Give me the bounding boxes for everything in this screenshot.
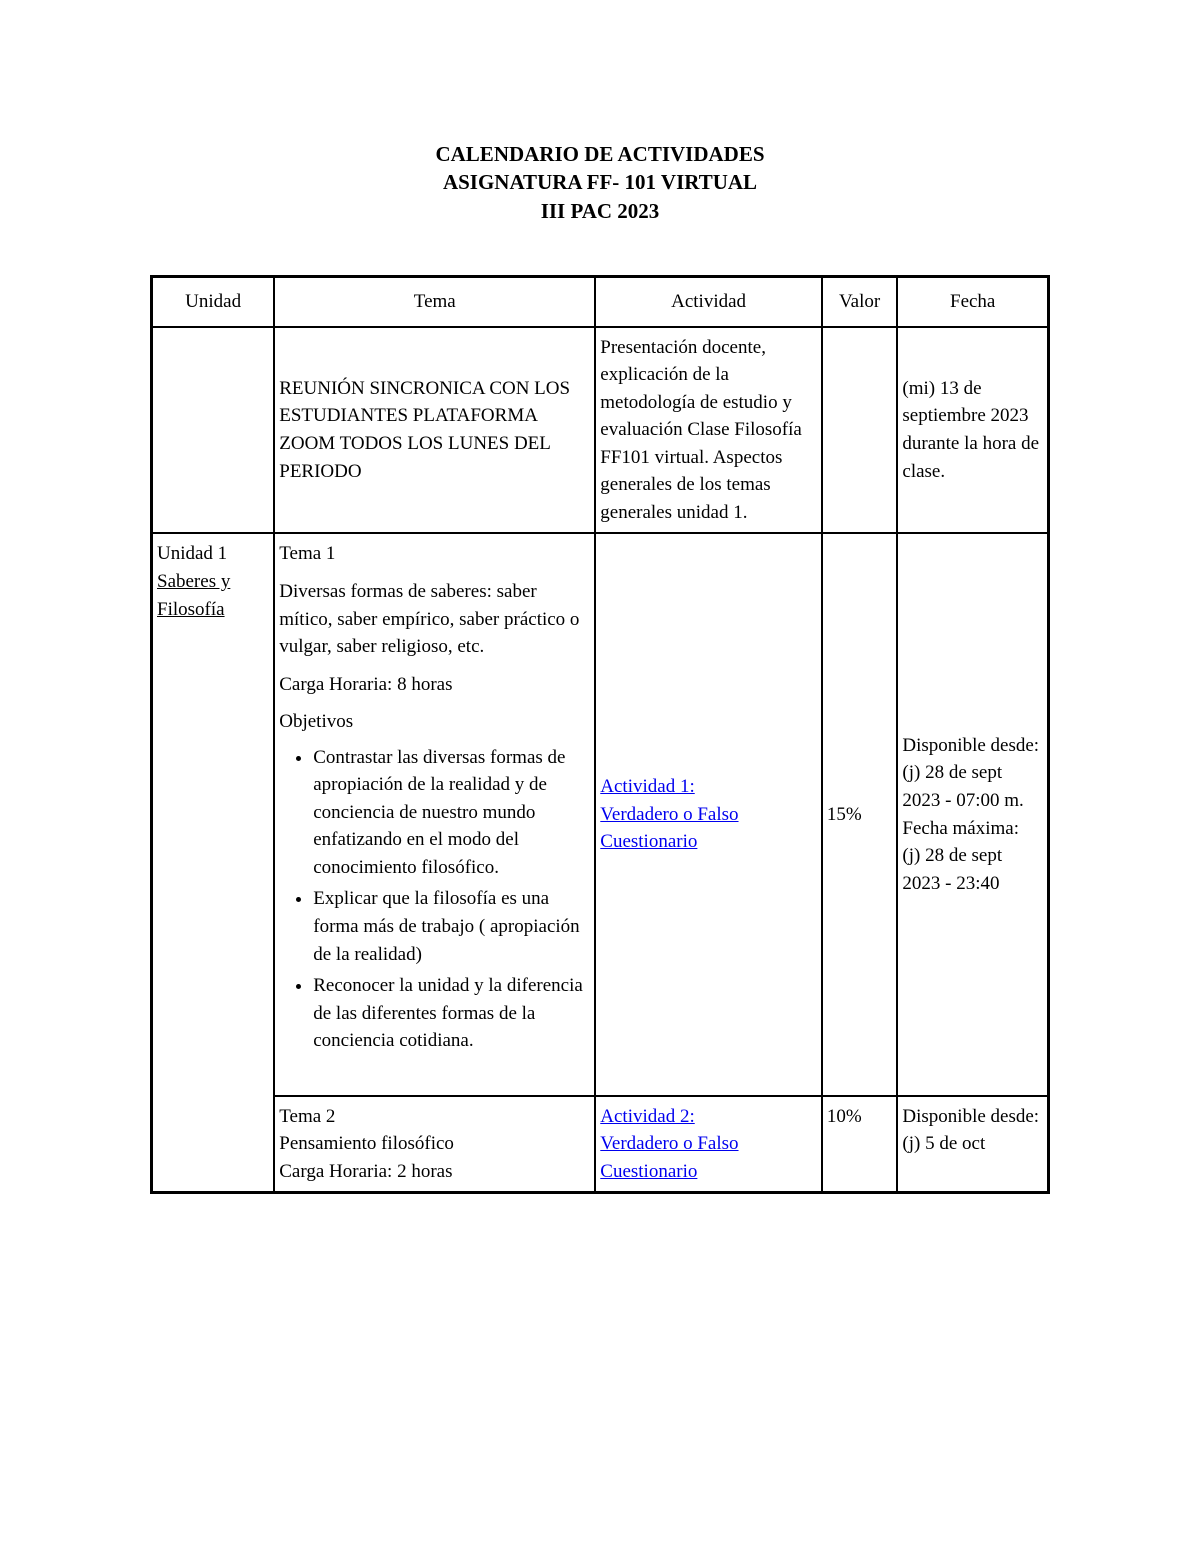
activity-link-line: Cuestionario (600, 831, 697, 852)
cell-valor: 15% (822, 533, 898, 1095)
objetivos-list: Contrastar las diversas formas de apropi… (279, 744, 590, 1055)
col-header-valor: Valor (822, 277, 898, 327)
table-header-row: Unidad Tema Actividad Valor Fecha (152, 277, 1049, 327)
col-header-actividad: Actividad (595, 277, 822, 327)
header-line-2: ASIGNATURA FF- 101 VIRTUAL (150, 168, 1050, 196)
cell-unidad (152, 327, 275, 534)
cell-actividad: Actividad 2: Verdadero o Falso Cuestiona… (595, 1096, 822, 1193)
activity-link-line: Verdadero o Falso (600, 1133, 738, 1154)
unidad-number: Unidad 1 (157, 543, 227, 564)
list-item: Explicar que la filosofía es una forma m… (313, 885, 590, 968)
tema-desc: Pensamiento filosófico (279, 1130, 590, 1158)
activity-link-line: Cuestionario (600, 1161, 697, 1182)
cell-valor: 10% (822, 1096, 898, 1193)
cell-actividad: Presentación docente, explicación de la … (595, 327, 822, 534)
objetivos-label: Objetivos (279, 708, 590, 736)
tema-carga: Carga Horaria: 2 horas (279, 1158, 590, 1186)
cell-actividad: Actividad 1: Verdadero o Falso Cuestiona… (595, 533, 822, 1095)
cell-tema: REUNIÓN SINCRONICA CON LOS ESTUDIANTES P… (274, 327, 595, 534)
cell-fecha: (mi) 13 de septiembre 2023 durante la ho… (897, 327, 1048, 534)
tema-title: Tema 1 (279, 540, 590, 568)
activity-link[interactable]: Actividad 1: Verdadero o Falso Cuestiona… (600, 776, 738, 852)
table-row: Unidad 1 Saberes y Filosofía Tema 1 Dive… (152, 533, 1049, 1095)
tema-title: Tema 2 (279, 1103, 590, 1131)
activity-link-line: Actividad 1: (600, 776, 694, 797)
header-line-3: III PAC 2023 (150, 197, 1050, 225)
tema-desc: Diversas formas de saberes: saber mítico… (279, 578, 590, 661)
col-header-tema: Tema (274, 277, 595, 327)
activity-link-line: Actividad 2: (600, 1106, 694, 1127)
table-row: Tema 2 Pensamiento filosófico Carga Hora… (152, 1096, 1049, 1193)
document-header: CALENDARIO DE ACTIVIDADES ASIGNATURA FF-… (150, 140, 1050, 225)
cell-unidad: Unidad 1 Saberes y Filosofía (152, 533, 275, 1192)
cell-tema: Tema 1 Diversas formas de saberes: saber… (274, 533, 595, 1095)
list-item: Contrastar las diversas formas de apropi… (313, 744, 590, 882)
unidad-title-link[interactable]: Saberes y Filosofía (157, 571, 230, 620)
tema-carga: Carga Horaria: 8 horas (279, 671, 590, 699)
header-line-1: CALENDARIO DE ACTIVIDADES (150, 140, 1050, 168)
cell-valor (822, 327, 898, 534)
col-header-fecha: Fecha (897, 277, 1048, 327)
cell-tema: Tema 2 Pensamiento filosófico Carga Hora… (274, 1096, 595, 1193)
col-header-unidad: Unidad (152, 277, 275, 327)
activity-link-line: Verdadero o Falso (600, 804, 738, 825)
activities-table: Unidad Tema Actividad Valor Fecha REUNIÓ… (150, 275, 1050, 1194)
cell-fecha: Disponible desde: (j) 28 de sept 2023 - … (897, 533, 1048, 1095)
list-item: Reconocer la unidad y la diferencia de l… (313, 972, 590, 1055)
activity-link[interactable]: Actividad 2: Verdadero o Falso Cuestiona… (600, 1106, 738, 1182)
cell-fecha: Disponible desde: (j) 5 de oct (897, 1096, 1048, 1193)
table-row: REUNIÓN SINCRONICA CON LOS ESTUDIANTES P… (152, 327, 1049, 534)
